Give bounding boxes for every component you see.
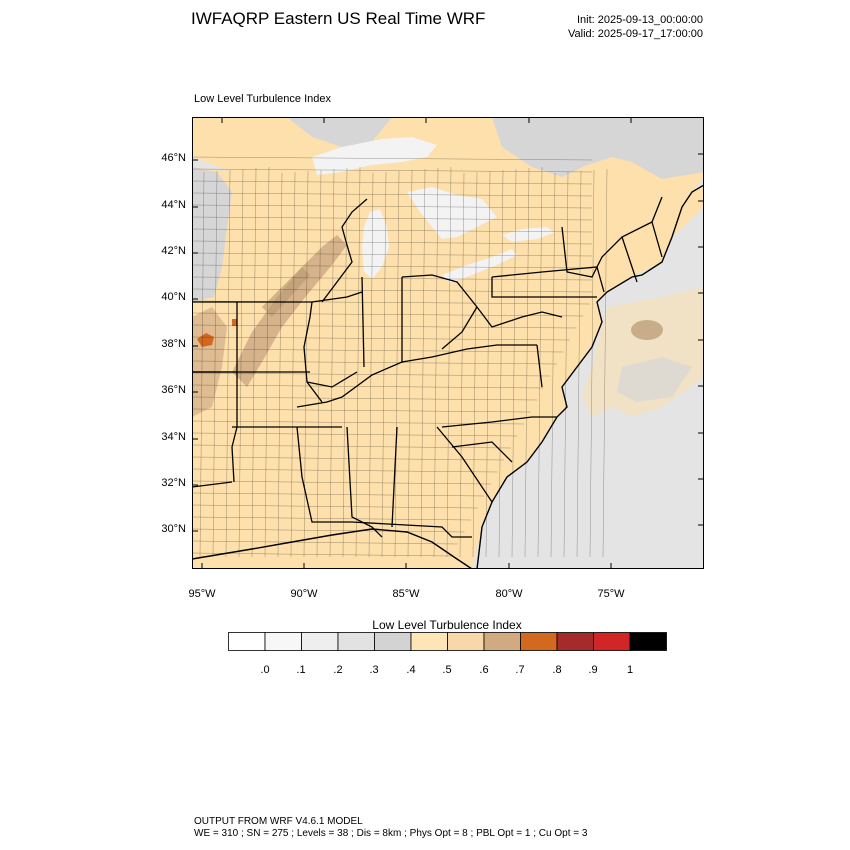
lon-label-75: 75°W (597, 588, 625, 600)
colorbar-swatch-4 (374, 632, 412, 651)
lat-label-36: 36°N (161, 384, 186, 396)
plot-title: IWFAQRP Eastern US Real Time WRF (191, 9, 486, 28)
valid-time: Valid: 2025-09-17_17:00:00 (568, 28, 703, 40)
colorbar-swatch-10 (593, 632, 631, 651)
lon-label-80: 80°W (495, 588, 523, 600)
footer-line-1: OUTPUT FROM WRF V4.6.1 MODEL (194, 816, 363, 827)
colorbar-swatch-9 (556, 632, 594, 651)
county-grid (192, 156, 608, 558)
colorbar-label-2: .2 (333, 664, 343, 676)
map-ticks (192, 117, 704, 569)
colorbar-label-6: .6 (479, 664, 489, 676)
colorbar-label-0: .0 (260, 664, 270, 676)
lon-label-95: 95°W (188, 588, 216, 600)
west-gray-zone (192, 167, 232, 302)
lat-label-44: 44°N (161, 199, 186, 211)
offshore-dark-spot (631, 320, 663, 340)
field-label: Low Level Turbulence Index (194, 93, 331, 105)
model-footer: OUTPUT FROM WRF V4.6.1 MODEL WE = 310 ; … (194, 816, 587, 840)
lake-michigan (362, 209, 389, 279)
init-time: Init: 2025-09-13_00:00:00 (577, 14, 703, 26)
turbulence-band-dark (262, 267, 310, 317)
coastline (476, 184, 704, 569)
lat-label-46: 46°N (161, 152, 186, 164)
colorbar-label-7: .7 (515, 664, 525, 676)
colorbar-label-8: .8 (552, 664, 562, 676)
lat-label-34: 34°N (161, 431, 186, 443)
gulf-tint (192, 527, 452, 569)
colorbar-swatch-11 (629, 632, 667, 651)
turbulence-hotspot-small (232, 319, 237, 326)
lon-label-85: 85°W (392, 588, 420, 600)
lake-huron (407, 187, 497, 239)
map-frame (192, 117, 704, 569)
colorbar-title: Low Level Turbulence Index (372, 618, 522, 632)
colorbar (228, 632, 667, 651)
lat-label-40: 40°N (161, 291, 186, 303)
offshore-gray (617, 357, 692, 402)
colorbar-label-10: 1 (626, 664, 634, 676)
lat-label-38: 38°N (161, 338, 186, 350)
canada-gray-zone (492, 117, 704, 179)
turbulence-band (232, 235, 347, 387)
colorbar-swatch-0 (228, 632, 266, 651)
colorbar-label-5: .5 (442, 664, 452, 676)
footer-line-2: WE = 310 ; SN = 275 ; Levels = 38 ; Dis … (194, 828, 588, 839)
lake-ontario (502, 227, 554, 242)
colorbar-swatch-7 (483, 632, 521, 651)
lat-label-42: 42°N (161, 245, 186, 257)
colorbar-swatch-2 (301, 632, 339, 651)
colorbar-swatch-6 (447, 632, 485, 651)
canada-gray-west (287, 117, 392, 147)
colorbar-label-1: .1 (296, 664, 306, 676)
run-times: Init: 2025-09-13_00:00:00 Valid: 2025-09… (568, 13, 703, 41)
colorbar-label-9: .9 (588, 664, 598, 676)
turbulence-hotspot (197, 333, 214, 347)
turbulence-map (192, 117, 704, 569)
colorbar-swatch-5 (410, 632, 448, 651)
colorbar-label-3: .3 (369, 664, 379, 676)
lake-erie (442, 249, 517, 283)
turbulence-band-west (192, 307, 227, 417)
lake-superior (312, 137, 437, 175)
colorbar-swatch-3 (337, 632, 375, 651)
state-borders (192, 196, 663, 538)
colorbar-swatch-1 (264, 632, 302, 651)
colorbar-swatch-8 (520, 632, 558, 651)
lat-label-30: 30°N (161, 523, 186, 535)
lat-label-32: 32°N (161, 477, 186, 489)
gulf-coastline (192, 528, 473, 569)
colorbar-label-4: .4 (406, 664, 416, 676)
lon-label-90: 90°W (290, 588, 318, 600)
